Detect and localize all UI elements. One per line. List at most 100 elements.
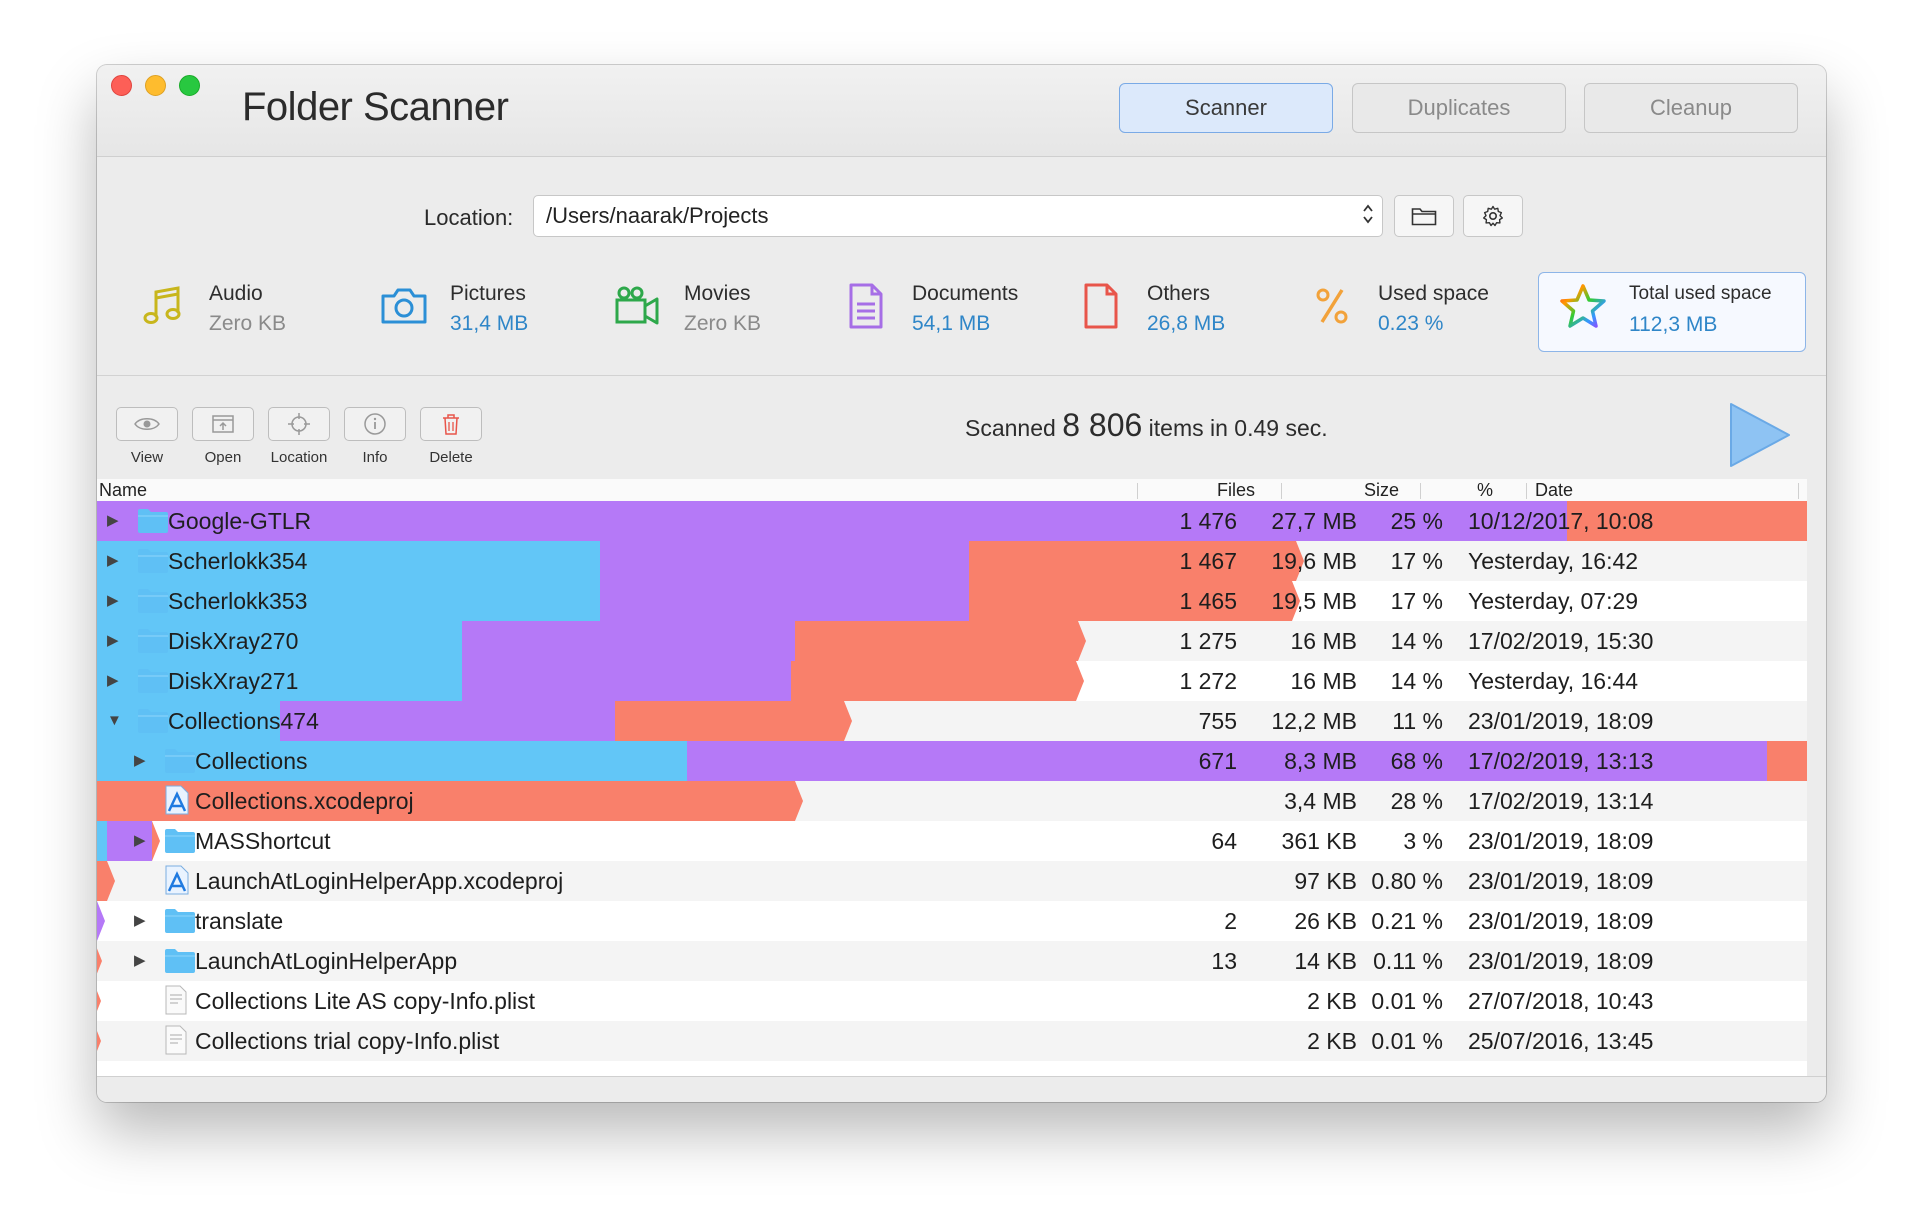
file-count: 64 [1211,828,1237,854]
column-name[interactable]: Name [99,480,148,500]
size-bar-segment [1767,741,1807,781]
size-bar-segment [1567,501,1807,541]
scanner-tab-button[interactable]: Scanner [1119,83,1333,133]
modified-date: 27/07/2018, 10:43 [1468,988,1654,1014]
file-count: 1 272 [1179,668,1237,694]
choose-folder-button[interactable] [1394,195,1454,237]
app-window: Folder Scanner Scanner Duplicates Cleanu… [97,65,1826,1102]
column-size[interactable]: Size [1364,480,1400,500]
disclosure-collapsed-icon[interactable]: ▶ [107,672,119,689]
size-bar-segment [97,541,600,581]
size-percent: 17 % [1390,548,1443,574]
folder-icon [137,508,169,534]
disclosure-collapsed-icon[interactable]: ▶ [107,632,119,649]
disclosure-expanded-icon[interactable]: ▼ [107,712,122,729]
view-label: View [130,449,164,466]
column-files[interactable]: Files [1217,480,1256,500]
table-row[interactable]: ▶ Google-GTLR 1 476 27,7 MB 25 % 10/12/2017, … [97,501,1807,541]
file-name: DiskXray271 [168,668,299,694]
table-row[interactable]: ▶ translate 2 26 KB 0.21 % 23/01/2019, 18:09 [97,901,1807,941]
location-button[interactable]: Location [267,407,331,466]
info-icon [364,413,386,435]
size-bar-segment [97,501,1567,541]
disclosure-collapsed-icon[interactable]: ▶ [107,592,119,609]
size-percent: 0.21 % [1371,908,1443,934]
stat-pictures-value: 31,4 MB [450,312,529,335]
table-header: Name Files Size % Date [97,479,1807,502]
table-row[interactable]: ▶ Scherlokk353 1 465 19,5 MB 17 % Yesterday, … [97,581,1807,621]
zoom-window-button[interactable] [179,75,200,96]
stat-movies-value: Zero KB [684,312,762,335]
close-window-button[interactable] [111,75,132,96]
disclosure-collapsed-icon[interactable]: ▶ [107,512,119,529]
file-name: LaunchAtLoginHelperApp [195,948,458,974]
table-row[interactable]: ▶ DiskXray271 1 272 16 MB 14 % Yesterday, 16:… [97,661,1807,701]
column-date[interactable]: Date [1535,480,1574,500]
duplicates-tab-button[interactable]: Duplicates [1352,83,1566,133]
open-button[interactable]: Open [191,407,255,466]
plist-file-icon [164,1025,196,1055]
size-percent: 14 % [1390,668,1443,694]
column-percent[interactable]: % [1477,480,1494,500]
table-row[interactable]: ▶ Collections 671 8,3 MB 68 % 17/02/2019, 13:… [97,741,1807,781]
stat-pictures-label: Pictures [450,282,526,305]
folder-icon [164,908,196,934]
folder-icon [1411,208,1437,226]
file-name: Collections.xcodeproj [195,788,414,814]
minimize-window-button[interactable] [145,75,166,96]
table-row[interactable]: Collections Lite AS copy-Info.plist 2 KB 0… [97,981,1807,1021]
settings-button[interactable] [1463,195,1523,237]
size-bar-segment [462,661,791,701]
cleanup-tab-button[interactable]: Cleanup [1584,83,1798,133]
delete-button[interactable]: Delete [419,407,483,466]
size-bar-segment [687,741,1767,781]
document-icon [840,280,892,332]
table-row[interactable]: Collections.xcodeproj 3,4 MB 28 % 17/02/201… [97,781,1807,821]
folder-icon [164,828,196,854]
info-button[interactable]: Info [343,407,407,466]
disclosure-collapsed-icon[interactable]: ▶ [107,552,119,569]
file-count: 1 465 [1179,588,1237,614]
folder-icon [164,948,196,974]
music-note-icon [137,280,189,332]
table-row[interactable]: ▶ MASShortcut 64 361 KB 3 % 23/01/2019, 18:09 [97,821,1807,861]
xcodeproj-file-icon [164,865,196,895]
stat-total-label: Total used space [1629,283,1772,304]
size-percent: 68 % [1390,748,1443,774]
size-bar-segment [97,861,115,901]
folder-icon [137,548,169,574]
disclosure-collapsed-icon[interactable]: ▶ [134,912,146,929]
modified-date: 23/01/2019, 18:09 [1468,868,1654,894]
table-row[interactable]: ▶ Scherlokk354 1 467 19,6 MB 17 % Yesterday, … [97,541,1807,581]
table-row[interactable]: ▶ LaunchAtLoginHelperApp 13 14 KB 0.11 % 23/0… [97,941,1807,981]
trash-icon [443,414,459,435]
size-bar-segment [615,701,852,741]
file-name: Google-GTLR [168,508,312,534]
view-button[interactable]: View [115,407,179,466]
file-count: 1 467 [1179,548,1237,574]
table-row[interactable]: LaunchAtLoginHelperApp.xcodeproj 97 KB 0.8… [97,861,1807,901]
size-bar-segment [969,581,1300,621]
disclosure-collapsed-icon[interactable]: ▶ [134,832,146,849]
size-percent: 25 % [1390,508,1443,534]
size-percent: 14 % [1390,628,1443,654]
file-table: Name Files Size % Date ▶ Google-GTLR 1 476… [97,479,1807,1076]
stat-documents-value: 54,1 MB [912,312,991,335]
file-size: 16 MB [1290,628,1357,654]
folder-icon [137,668,169,694]
modified-date: 23/01/2019, 18:09 [1468,828,1654,854]
stat-audio-value: Zero KB [209,312,287,335]
location-path-select[interactable]: /Users/naarak/Projects [533,195,1383,237]
size-bar-segment [97,981,101,1021]
table-row[interactable]: Collections trial copy-Info.plist 2 KB 0.0… [97,1021,1807,1061]
size-percent: 3 % [1403,828,1443,854]
table-row[interactable]: ▶ DiskXray270 1 275 16 MB 14 % 17/02/2019, 15… [97,621,1807,661]
modified-date: 10/12/2017, 10:08 [1468,508,1654,534]
disclosure-collapsed-icon[interactable]: ▶ [134,752,146,769]
file-count: 2 [1224,908,1237,934]
disclosure-collapsed-icon[interactable]: ▶ [134,952,146,969]
table-row[interactable]: ▼ Collections474 755 12,2 MB 11 % 23/01/2019,… [97,701,1807,741]
start-scan-button[interactable] [1727,400,1793,475]
file-count: 755 [1198,708,1237,734]
stat-others-value: 26,8 MB [1147,312,1226,335]
